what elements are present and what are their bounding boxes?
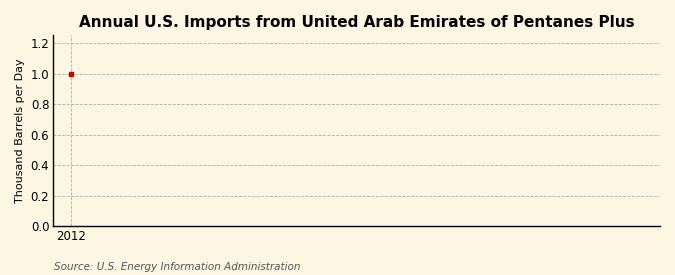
Title: Annual U.S. Imports from United Arab Emirates of Pentanes Plus: Annual U.S. Imports from United Arab Emi…: [79, 15, 634, 30]
Text: Source: U.S. Energy Information Administration: Source: U.S. Energy Information Administ…: [54, 262, 300, 272]
Y-axis label: Thousand Barrels per Day: Thousand Barrels per Day: [15, 59, 25, 203]
